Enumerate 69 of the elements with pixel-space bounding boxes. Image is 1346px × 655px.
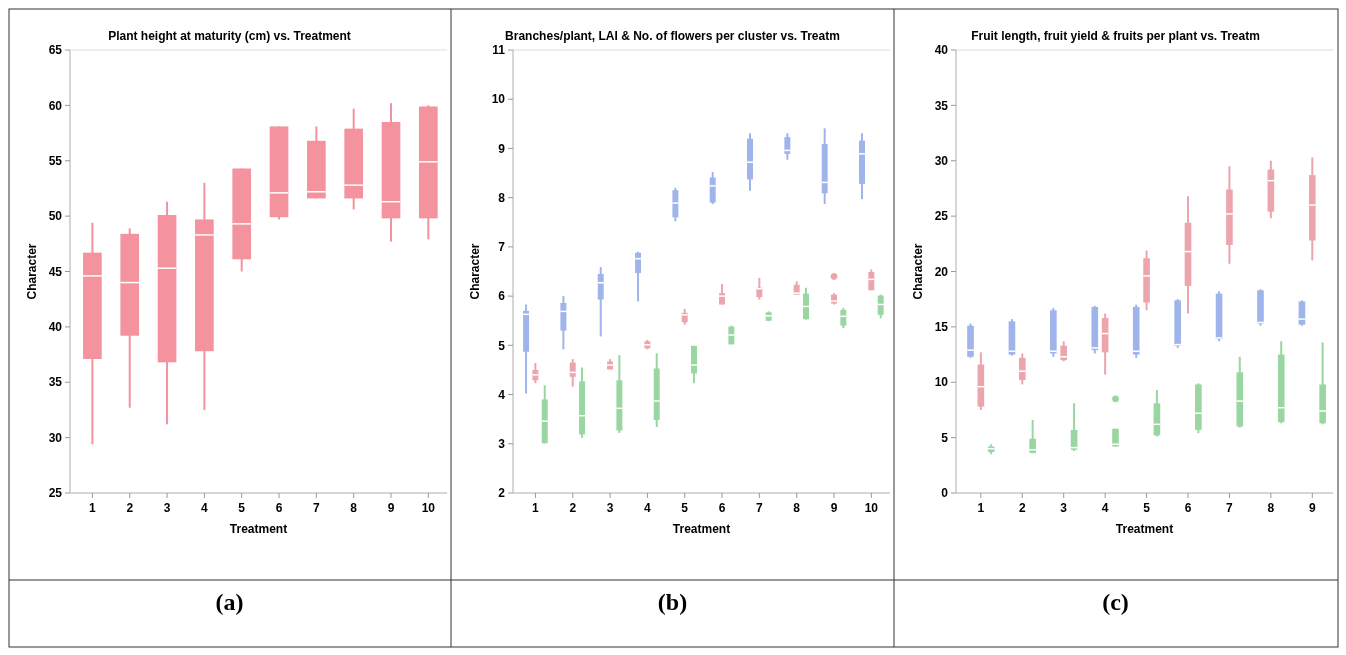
y-tick-label: 0: [941, 486, 949, 501]
x-tick-label: 1: [89, 501, 97, 515]
y-tick-label: 3: [498, 436, 506, 451]
x-tick-label: 7: [756, 501, 764, 515]
y-tick-label: 20: [934, 264, 949, 279]
x-tick-label: 5: [238, 501, 246, 515]
y-tick-label: 30: [934, 153, 949, 168]
x-tick-label: 2: [569, 501, 577, 515]
x-tick-label: 4: [1101, 501, 1109, 515]
y-axis-title: Character: [25, 243, 39, 300]
y-tick-label: 50: [48, 209, 63, 224]
y-tick-label: 11: [492, 43, 506, 58]
x-axis-title: Treatment: [229, 522, 288, 536]
y-tick-label: 30: [48, 430, 63, 445]
y-tick-label: 40: [48, 320, 63, 335]
chart-title: Fruit length, fruit yield & fruits per plant vs. Treatm: [971, 29, 1260, 43]
x-tick-label: 2: [126, 501, 134, 515]
y-axis-title: Character: [468, 243, 482, 300]
y-tick-label: 6: [498, 289, 506, 304]
y-tick-label: 9: [498, 141, 506, 156]
y-tick-label: 60: [48, 98, 63, 113]
y-axis-title: Character: [911, 243, 925, 300]
x-tick-label: 3: [606, 501, 614, 515]
y-tick-label: 10: [934, 375, 949, 390]
y-tick-label: 5: [941, 430, 949, 445]
y-tick-label: 7: [498, 240, 506, 255]
x-tick-label: 9: [387, 501, 395, 515]
x-tick-label: 3: [1060, 501, 1068, 515]
chart-title: Branches/plant, LAI & No. of flowers per cluster vs. Treatm: [505, 29, 840, 43]
x-tick-label: 8: [1267, 501, 1275, 515]
x-tick-label: 5: [681, 501, 689, 515]
y-tick-label: 15: [934, 320, 949, 335]
x-tick-label: 1: [532, 501, 540, 515]
chart-title: Plant height at maturity (cm) vs. Treatment: [108, 29, 351, 43]
y-tick-label: 35: [934, 98, 949, 113]
text: (a): [215, 589, 244, 615]
x-tick-label: 4: [201, 501, 209, 515]
x-tick-label: 7: [1226, 501, 1234, 515]
y-tick-label: 8: [498, 190, 506, 205]
y-tick-label: 25: [934, 209, 949, 224]
y-tick-label: 35: [48, 375, 63, 390]
y-tick-label: 4: [498, 387, 506, 402]
y-tick-label: 40: [934, 43, 949, 58]
y-tick-label: 45: [48, 264, 63, 279]
x-axis-title: Treatment: [672, 522, 731, 536]
x-tick-label: 1: [977, 501, 985, 515]
x-tick-label: 10: [864, 501, 879, 515]
x-tick-label: 10: [421, 501, 436, 515]
x-axis-title: Treatment: [1115, 522, 1174, 536]
y-tick-label: 65: [48, 43, 63, 58]
x-tick-label: 6: [275, 501, 283, 515]
x-tick-label: 8: [350, 501, 358, 515]
x-tick-label: 3: [163, 501, 171, 515]
x-tick-label: 2: [1018, 501, 1026, 515]
x-tick-label: 5: [1143, 501, 1151, 515]
text: (c): [1102, 589, 1129, 615]
x-tick-label: 7: [313, 501, 321, 515]
x-tick-label: 6: [1184, 501, 1192, 515]
y-tick-label: 10: [491, 92, 506, 107]
y-tick-label: 5: [498, 338, 506, 353]
x-tick-label: 9: [1308, 501, 1316, 515]
x-tick-label: 6: [718, 501, 726, 515]
y-tick-label: 2: [498, 486, 506, 501]
text: (b): [657, 589, 688, 615]
x-tick-label: 9: [830, 501, 838, 515]
x-tick-label: 4: [644, 501, 652, 515]
y-tick-label: 25: [48, 486, 63, 501]
y-tick-label: 55: [48, 153, 63, 168]
x-tick-label: 8: [793, 501, 801, 515]
